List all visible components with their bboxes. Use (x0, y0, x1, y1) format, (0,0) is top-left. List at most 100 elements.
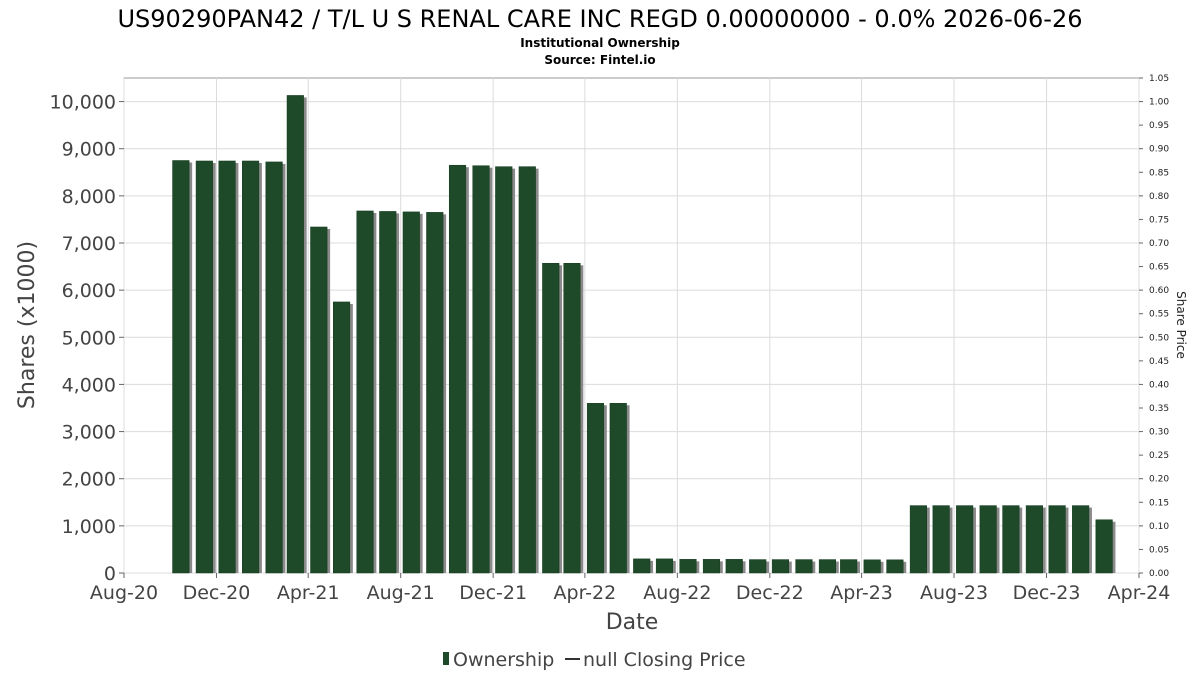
chart-title: US90290PAN42 / T/L U S RENAL CARE INC RE… (117, 5, 1082, 33)
ownership-bar (818, 559, 837, 574)
ownership-bar (563, 263, 581, 574)
legend-ownership-swatch (443, 652, 449, 665)
y-tick-label: 3,000 (62, 422, 116, 444)
x-tick-label: Apr-24 (1108, 582, 1171, 604)
y2-tick-label: 0.30 (1149, 428, 1169, 438)
y2-tick-label: 1.05 (1149, 74, 1169, 84)
y2-tick-label: 0.05 (1149, 545, 1169, 555)
x-tick-label: Aug-23 (920, 582, 988, 604)
y-axis-title: Shares (x1000) (15, 241, 40, 409)
ownership-bar (909, 505, 927, 574)
y2-tick-label: 0.25 (1149, 451, 1169, 461)
ownership-bar (472, 165, 490, 574)
legend: Ownership null Closing Price (443, 649, 746, 671)
y-tick-label: 7,000 (62, 233, 116, 255)
x-tick-label: Apr-22 (554, 582, 617, 604)
ownership-bar (218, 160, 236, 574)
y2-tick-label: 0.50 (1149, 333, 1169, 343)
y-tick-label: 10,000 (50, 92, 116, 114)
y2-tick-label: 0.15 (1149, 498, 1169, 508)
ownership-bar (932, 505, 950, 574)
y2-tick-label: 1.00 (1149, 98, 1169, 108)
y2-tick-label: 0.55 (1149, 310, 1169, 320)
y2-tick-label: 0.35 (1149, 404, 1169, 414)
ownership-bar (332, 301, 351, 574)
x-tick-label: Dec-21 (459, 582, 527, 604)
legend-ownership-label: Ownership (453, 649, 554, 671)
y2-tick-label: 0.40 (1149, 380, 1169, 390)
x-tick-label: Apr-23 (830, 582, 893, 604)
y2-tick-label: 0.60 (1149, 286, 1169, 296)
chart-subtitle-line-2: Source: Fintel.io (544, 53, 655, 67)
ownership-bar (702, 559, 721, 574)
ownership-bar (1048, 505, 1066, 574)
ownership-bar (795, 559, 813, 574)
ownership-bar (495, 166, 513, 574)
ownership-bar (402, 211, 420, 574)
ownership-bar (448, 164, 467, 574)
ownership-bar (426, 212, 444, 574)
y-axis-ticks: 0 1,000 2,000 3,000 4,000 5,000 6,000 7,000 8,00… (50, 92, 124, 585)
ownership-bar (771, 559, 790, 574)
ownership-bar (886, 559, 904, 574)
ownership-bar (586, 403, 605, 574)
x-tick-label: Dec-23 (1013, 582, 1081, 604)
ownership-bar (1095, 519, 1113, 574)
x-tick-label: Dec-20 (183, 582, 251, 604)
y-tick-label: 4,000 (62, 374, 116, 396)
y2-axis-title: Share Price (1174, 291, 1188, 359)
y2-tick-label: 0.70 (1149, 239, 1169, 249)
ownership-bar (1025, 505, 1043, 574)
x-axis-title: Date (606, 610, 659, 635)
x-tick-label: Aug-20 (90, 582, 158, 604)
ownership-bar (310, 226, 328, 574)
y-tick-label: 5,000 (62, 327, 116, 349)
x-tick-label: Dec-22 (736, 582, 804, 604)
ownership-bar (633, 558, 651, 574)
ownership-bar (609, 403, 627, 574)
ownership-bar (1072, 505, 1090, 574)
y2-tick-label: 0.80 (1149, 192, 1169, 202)
x-axis-ticks: Aug-20 Dec-20 Apr-21 Aug-21 Dec-21 Apr-22 Aug-… (90, 573, 1170, 604)
ownership-bar (979, 505, 997, 574)
y2-tick-label: 0.45 (1149, 357, 1169, 367)
ownership-bar (956, 505, 974, 574)
ownership-bar (863, 559, 881, 574)
y2-tick-label: 0.90 (1149, 145, 1169, 155)
y2-tick-label: 0.75 (1149, 215, 1169, 225)
y2-axis-ticks: 0.00 0.05 0.10 0.15 0.20 0.25 0.30 0.35 0.40 0.45… (1139, 74, 1169, 579)
y-tick-label: 1,000 (62, 516, 116, 538)
legend-price-label: null Closing Price (583, 649, 746, 671)
ownership-bar (725, 559, 743, 574)
y2-tick-label: 0.10 (1149, 522, 1169, 532)
ownership-bar (195, 160, 213, 574)
ownership-bars (172, 95, 1116, 574)
ownership-bar (518, 166, 536, 574)
y2-tick-label: 0.95 (1149, 121, 1169, 131)
y-tick-label: 2,000 (62, 469, 116, 491)
ownership-bar (749, 559, 767, 574)
ownership-bar (542, 263, 560, 574)
y-tick-label: 6,000 (62, 280, 116, 302)
y2-tick-label: 0.65 (1149, 263, 1169, 273)
ownership-bar (356, 210, 374, 574)
ownership-bar (379, 211, 397, 574)
chart-subtitle-line-1: Institutional Ownership (520, 36, 680, 50)
ownership-bar (172, 160, 190, 574)
y-tick-label: 0 (104, 563, 116, 585)
ownership-bar (1002, 505, 1020, 574)
ownership-bar (242, 160, 260, 574)
x-tick-label: Apr-21 (277, 582, 340, 604)
ownership-bar (265, 161, 283, 574)
ownership-bar (679, 559, 697, 574)
y-tick-label: 8,000 (62, 186, 116, 208)
ownership-bar (286, 95, 304, 574)
y2-tick-label: 0.85 (1149, 168, 1169, 178)
ownership-bar (655, 558, 674, 574)
y2-tick-label: 0.00 (1149, 569, 1169, 579)
y-tick-label: 9,000 (62, 139, 116, 161)
ownership-bar (840, 559, 858, 574)
x-tick-label: Aug-22 (643, 582, 711, 604)
x-tick-label: Aug-21 (367, 582, 435, 604)
